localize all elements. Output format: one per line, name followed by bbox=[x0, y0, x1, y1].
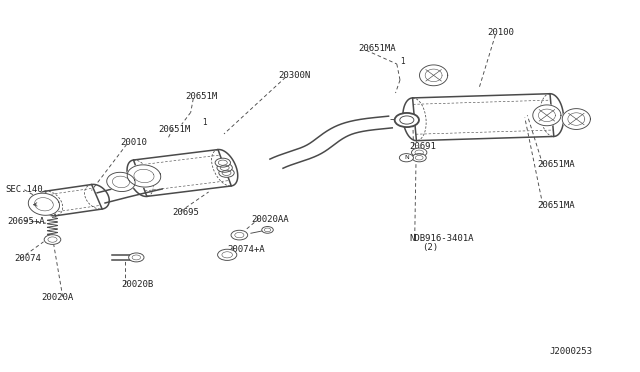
Circle shape bbox=[395, 113, 419, 127]
Text: (2): (2) bbox=[422, 243, 438, 252]
Circle shape bbox=[219, 169, 234, 177]
Circle shape bbox=[262, 227, 273, 233]
Text: 1: 1 bbox=[401, 57, 405, 66]
Text: 20074+A: 20074+A bbox=[227, 245, 265, 254]
Circle shape bbox=[44, 235, 61, 244]
Text: 20695: 20695 bbox=[173, 208, 200, 217]
Text: SEC.140: SEC.140 bbox=[5, 185, 43, 194]
Circle shape bbox=[215, 158, 230, 167]
Text: 20020AA: 20020AA bbox=[251, 215, 289, 224]
Text: N: N bbox=[404, 155, 409, 160]
Circle shape bbox=[231, 230, 248, 240]
Text: 20691: 20691 bbox=[410, 142, 436, 151]
Text: 20020A: 20020A bbox=[42, 293, 74, 302]
Polygon shape bbox=[420, 65, 448, 86]
Circle shape bbox=[412, 154, 426, 162]
Circle shape bbox=[399, 154, 413, 162]
Text: 20100: 20100 bbox=[488, 28, 515, 37]
Text: 20651MA: 20651MA bbox=[538, 201, 575, 210]
Circle shape bbox=[218, 249, 237, 260]
Circle shape bbox=[217, 163, 232, 172]
Text: 20074: 20074 bbox=[14, 254, 41, 263]
Text: 20695+A: 20695+A bbox=[8, 217, 45, 226]
Text: 1: 1 bbox=[202, 118, 207, 126]
Text: 20020B: 20020B bbox=[122, 280, 154, 289]
Text: 20010: 20010 bbox=[120, 138, 147, 147]
Polygon shape bbox=[107, 172, 135, 192]
Text: J2000253: J2000253 bbox=[549, 347, 592, 356]
Text: NDB916-3401A: NDB916-3401A bbox=[410, 234, 474, 243]
Polygon shape bbox=[28, 193, 60, 215]
Circle shape bbox=[129, 253, 144, 262]
Text: 20651M: 20651M bbox=[159, 125, 191, 134]
Text: 20300N: 20300N bbox=[278, 71, 310, 80]
Text: 20651MA: 20651MA bbox=[358, 44, 396, 53]
Polygon shape bbox=[533, 105, 561, 126]
Polygon shape bbox=[127, 165, 161, 187]
Text: 20651MA: 20651MA bbox=[538, 160, 575, 169]
Text: 20651M: 20651M bbox=[186, 92, 218, 101]
Circle shape bbox=[412, 148, 427, 157]
Polygon shape bbox=[563, 109, 591, 129]
